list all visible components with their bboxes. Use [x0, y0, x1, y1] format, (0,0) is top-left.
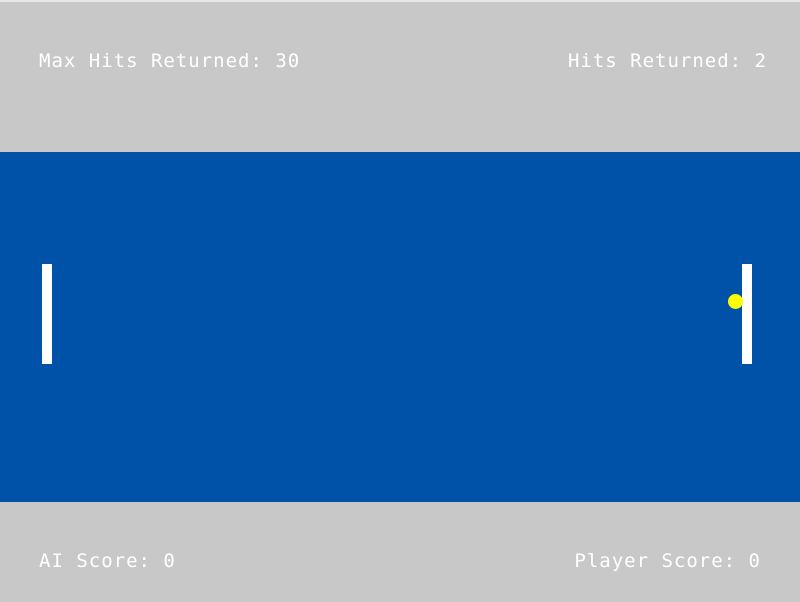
player-paddle[interactable]: [742, 264, 752, 364]
window-top-edge: [0, 0, 800, 2]
player-score-label: Player Score: 0: [574, 550, 761, 572]
game-court[interactable]: [0, 152, 800, 502]
hits-returned-label: Hits Returned: 2: [567, 50, 767, 72]
max-hits-returned-label: Max Hits Returned: 30: [39, 50, 301, 72]
ai-paddle: [42, 264, 52, 364]
ball: [728, 294, 743, 309]
ai-score-label: AI Score: 0: [39, 550, 176, 572]
